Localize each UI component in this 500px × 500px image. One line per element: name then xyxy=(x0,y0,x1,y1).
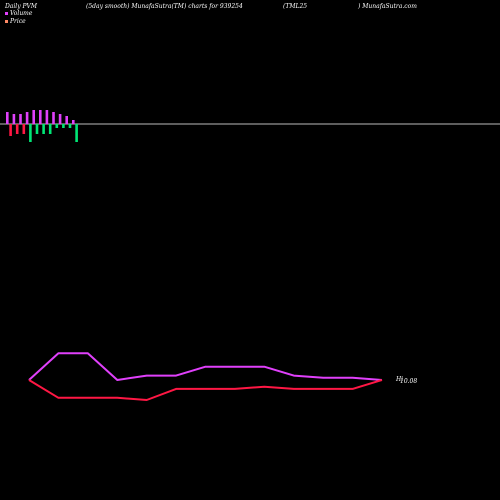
legend-volume-label: Volume xyxy=(10,10,33,17)
volume-bar xyxy=(19,114,22,124)
chart-title-site: ) MunafaSutra.com xyxy=(358,3,417,10)
volume-bar xyxy=(42,124,45,134)
volume-bar xyxy=(15,124,19,134)
legend-volume: Volume xyxy=(5,10,32,17)
chart-title-left: Daily PVM xyxy=(5,3,38,10)
price-end-label-hi: Hi xyxy=(395,376,403,383)
volume-bar xyxy=(45,110,49,124)
volume-bar xyxy=(68,124,72,128)
volume-bar xyxy=(35,124,39,134)
volume-bar xyxy=(9,124,12,136)
volume-bar xyxy=(25,112,29,124)
volume-bar xyxy=(48,124,52,134)
volume-bar xyxy=(65,116,68,124)
volume-bar xyxy=(55,124,59,128)
volume-bar xyxy=(29,124,32,142)
volume-bar xyxy=(58,114,62,124)
chart-title-symbol: (TML25 xyxy=(283,3,308,10)
volume-bar xyxy=(12,114,16,124)
legend-volume-swatch xyxy=(5,12,8,15)
chart-title-center: (5day smooth) MunafaSutra(TM) charts for… xyxy=(86,3,243,10)
legend-price-label: Price xyxy=(10,18,26,25)
volume-bar xyxy=(75,124,78,142)
volume-bar xyxy=(6,112,9,124)
price-series-line-0 xyxy=(28,352,383,381)
volume-bar xyxy=(22,124,26,134)
volume-bar xyxy=(72,120,75,124)
price-end-label-value: 10.08 xyxy=(400,378,417,385)
price-series-line-1 xyxy=(28,379,383,401)
volume-bar xyxy=(62,124,65,128)
volume-bar xyxy=(32,110,35,124)
volume-bar xyxy=(52,112,55,124)
legend-price-swatch xyxy=(5,20,8,23)
volume-bar xyxy=(39,110,42,124)
legend-price: Price xyxy=(5,18,26,25)
